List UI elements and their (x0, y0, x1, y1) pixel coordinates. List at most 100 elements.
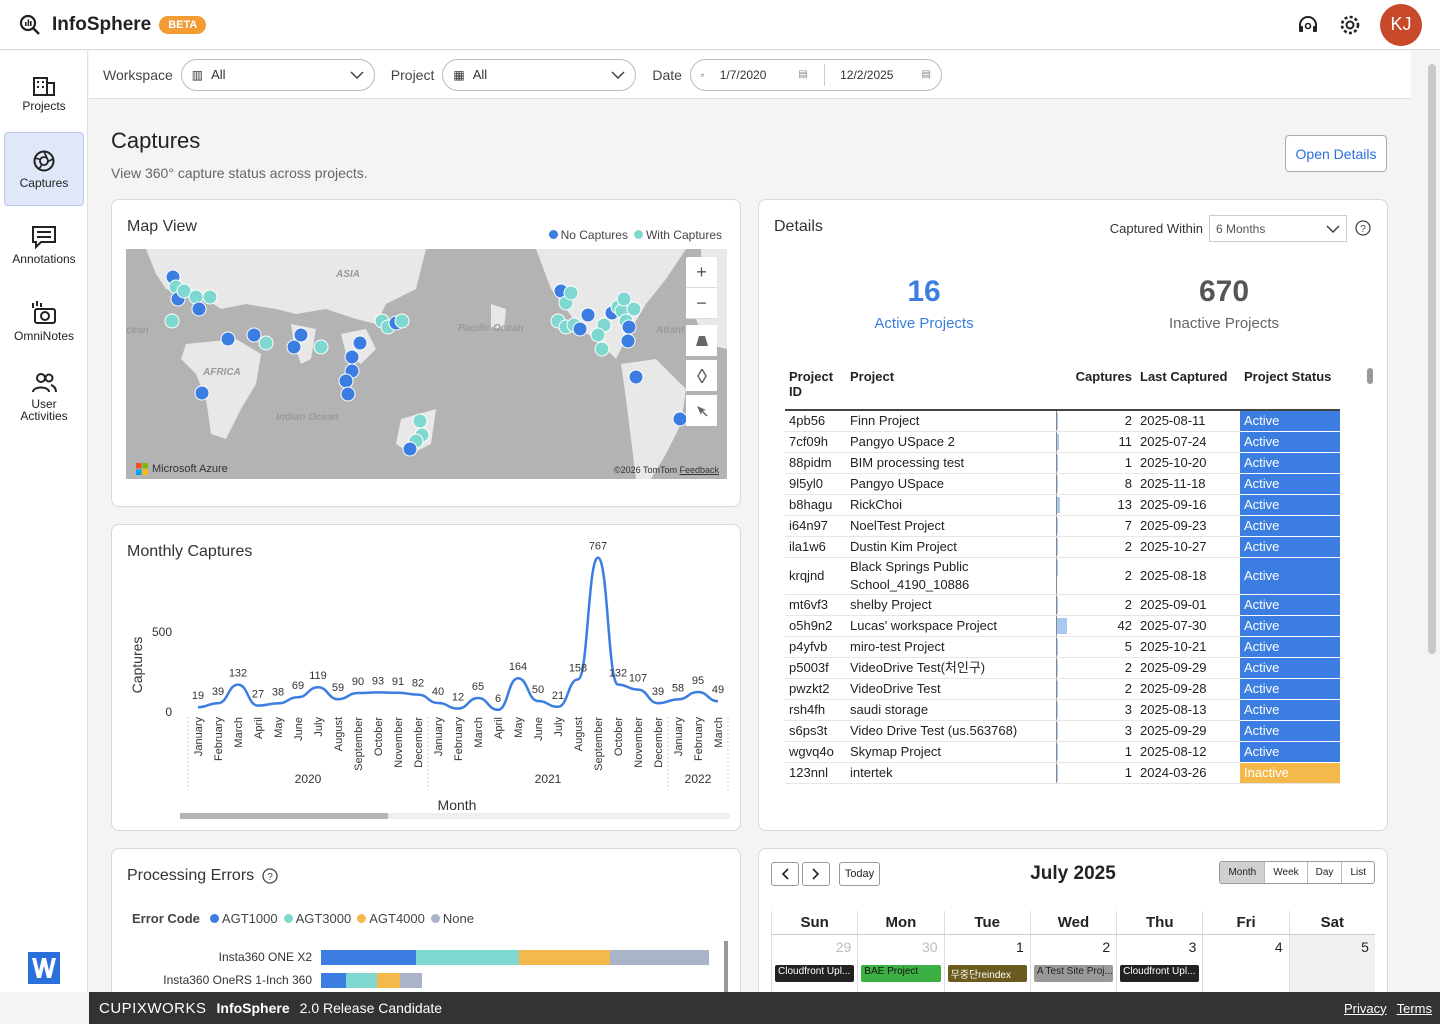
table-row[interactable]: 4pb56 Finn Project 2 2025-08-11 Active (785, 410, 1340, 432)
bar-segment-agt4000[interactable] (519, 950, 610, 965)
view-list-button[interactable]: List (1341, 862, 1374, 883)
bar-segment-agt3000[interactable] (346, 973, 377, 988)
calendar-day-cell[interactable]: 30 BAE Project (857, 935, 943, 995)
table-row[interactable]: p5003f VideoDrive Test(처인구) 2 2025-09-29 Act… (785, 657, 1340, 679)
col-project[interactable]: Project (846, 368, 1056, 411)
map-marker[interactable] (621, 319, 637, 335)
map-marker[interactable] (594, 341, 610, 357)
map-marker[interactable] (220, 331, 236, 347)
help-icon[interactable]: ? (1355, 220, 1371, 236)
table-row[interactable]: s6ps3t Video Drive Test (us.563768) 3 2025-… (785, 720, 1340, 742)
map-marker[interactable] (286, 339, 302, 355)
compass-button[interactable] (686, 360, 717, 391)
col-last-captured[interactable]: Last Captured (1136, 368, 1240, 411)
map-marker[interactable] (626, 301, 642, 317)
project-select[interactable]: ▦ All (442, 58, 637, 91)
privacy-link[interactable]: Privacy (1343, 1000, 1387, 1016)
map-marker[interactable] (246, 327, 262, 343)
table-row[interactable]: 7cf09h Pangyo USpace 2 11 2025-07-24 Active (785, 431, 1340, 453)
map-marker[interactable] (628, 369, 644, 385)
view-day-button[interactable]: Day (1306, 862, 1342, 883)
map-marker[interactable] (176, 283, 192, 299)
workspace-select[interactable]: ▥ All (180, 58, 375, 91)
table-row[interactable]: rsh4fh saudi storage 3 2025-08-13 Active (785, 699, 1340, 721)
bar-segment-agt3000[interactable] (416, 950, 519, 965)
error-bar-onex2[interactable] (321, 950, 709, 965)
map-marker[interactable] (191, 301, 207, 317)
map-marker[interactable] (202, 289, 218, 305)
sidebar-item-omninotes[interactable]: OmniNotes (4, 284, 84, 358)
error-bar-oners[interactable] (321, 973, 422, 988)
map-marker[interactable] (402, 441, 418, 457)
calendar-event[interactable]: Cloudfront Upl... (1120, 965, 1200, 982)
series-line[interactable] (197, 556, 719, 712)
help-icon[interactable]: ? (262, 868, 278, 884)
col-project-id[interactable]: Project ID (785, 368, 846, 411)
captured-within-select[interactable]: 6 Months (1209, 215, 1347, 242)
map-marker[interactable] (352, 335, 368, 351)
map-marker[interactable] (313, 339, 329, 355)
map-marker[interactable] (580, 307, 596, 323)
map-marker[interactable] (672, 411, 688, 427)
map-marker[interactable] (620, 333, 636, 349)
bar-segment-agt1000[interactable] (321, 973, 346, 988)
calendar-event[interactable]: Cloudfront Upl... (775, 965, 855, 982)
view-month-button[interactable]: Month (1220, 862, 1265, 883)
headset-icon[interactable] (1296, 13, 1320, 37)
prev-month-button[interactable] (771, 862, 799, 886)
sidebar-item-user-activities[interactable]: User Activities (4, 360, 84, 434)
map-marker[interactable] (338, 373, 354, 389)
sidebar-item-captures[interactable]: Captures (4, 132, 84, 206)
bar-segment-none[interactable] (400, 973, 422, 988)
map-marker[interactable] (394, 313, 410, 329)
map-marker[interactable] (258, 335, 274, 351)
map-marker[interactable] (616, 291, 632, 307)
map-marker[interactable] (412, 413, 428, 429)
table-row[interactable]: i64n97 NoelTest Project 7 2025-09-23 Active (785, 515, 1340, 537)
feedback-link[interactable]: Feedback (679, 465, 719, 475)
calendar-day-cell[interactable]: 4 (1202, 935, 1288, 995)
map-markers[interactable] (126, 249, 727, 479)
open-details-button[interactable]: Open Details (1285, 135, 1387, 172)
table-row[interactable]: 88pidm BIM processing test 1 2025-10-20 Acti… (785, 452, 1340, 474)
next-month-button[interactable] (802, 862, 830, 886)
table-row[interactable]: p4yfvb miro-test Project 5 2025-10-21 Active (785, 636, 1340, 658)
view-week-button[interactable]: Week (1264, 862, 1306, 883)
table-row[interactable]: 123nnl intertek 1 2024-03-26 Inactive (785, 762, 1340, 784)
calendar-day-cell[interactable]: 5 (1288, 935, 1375, 995)
col-captures[interactable]: Captures (1056, 368, 1136, 411)
map-canvas[interactable]: ASIA Pacific Ocean AFRICA Indian Ocean c… (126, 249, 727, 479)
calendar-event[interactable]: A Test Site Proj... (1033, 965, 1114, 982)
bar-segment-agt1000[interactable] (321, 950, 416, 965)
table-row[interactable]: ila1w6 Dustin Kim Project 2 2025-10-27 Activ… (785, 536, 1340, 558)
map-marker[interactable] (590, 327, 606, 343)
errors-scrollbar[interactable] (724, 941, 728, 1001)
table-scrollbar[interactable] (1367, 368, 1373, 384)
table-row[interactable]: wgvq4o Skymap Project 1 2025-08-12 Active (785, 741, 1340, 763)
map-marker[interactable] (194, 385, 210, 401)
today-button[interactable]: Today (839, 862, 880, 886)
map-marker[interactable] (340, 386, 356, 402)
bar-segment-none[interactable] (610, 950, 709, 965)
date-range[interactable]: 1/7/2020 ▤ 12/2/2025 ▤ (689, 58, 942, 91)
terms-link[interactable]: Terms (1396, 1000, 1432, 1016)
sidebar-item-projects[interactable]: Projects (4, 56, 84, 130)
calendar-day-cell[interactable]: 1 무중단reindex (943, 935, 1030, 995)
sidebar-item-annotations[interactable]: Annotations (4, 208, 84, 282)
calendar-event[interactable]: 무중단reindex (947, 965, 1027, 982)
table-row[interactable]: b8hagu RickChoi 13 2025-09-16 Active (785, 494, 1340, 516)
map-marker[interactable] (164, 313, 180, 329)
calendar-day-cell[interactable]: 2 A Test Site Proj... (1029, 935, 1116, 995)
gear-icon[interactable] (1338, 13, 1362, 37)
tilt-button[interactable] (686, 325, 717, 356)
calendar-day-cell[interactable]: 3 Cloudfront Upl... (1116, 935, 1202, 995)
calendar-small-icon[interactable]: ▤ (798, 69, 808, 80)
date-to[interactable]: 12/2/2025 (840, 67, 894, 82)
col-project-status[interactable]: Project Status (1240, 368, 1340, 411)
select-button[interactable] (686, 395, 717, 426)
map-marker[interactable] (293, 327, 309, 343)
user-avatar[interactable]: KJ (1380, 3, 1422, 46)
table-row[interactable]: mt6vf3 shelby Project 2 2025-09-01 Active (785, 594, 1340, 616)
zoom-in-button[interactable]: + (686, 257, 717, 288)
table-row[interactable]: 9l5yl0 Pangyo USpace 8 2025-11-18 Active (785, 473, 1340, 495)
